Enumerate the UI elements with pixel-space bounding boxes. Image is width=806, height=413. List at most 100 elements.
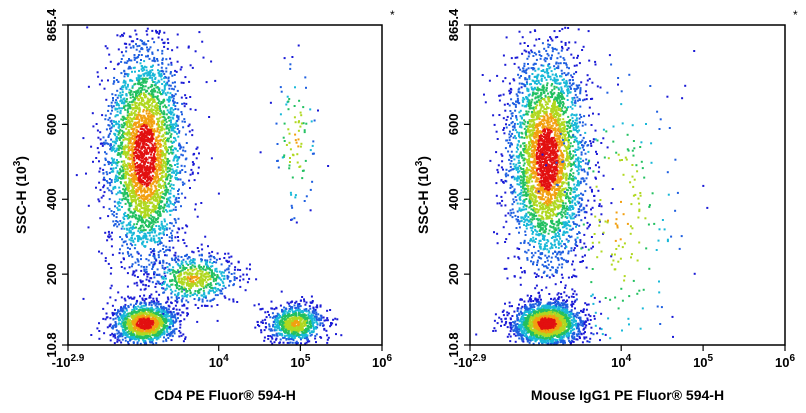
event-dot [193,265,196,268]
event-dot [165,58,168,61]
event-dot [135,48,138,51]
event-dot [107,262,110,265]
event-dot [159,179,161,182]
event-dot [123,218,126,221]
event-dot [165,121,168,124]
event-dot [152,145,155,148]
event-dot [102,206,105,209]
event-dot [221,280,224,283]
event-dot [175,327,178,330]
event-dot [150,341,153,344]
event-dot [160,186,163,189]
event-dot [138,109,141,112]
event-dot [156,268,159,271]
event-dot [143,115,146,118]
event-dot [124,151,127,154]
event-dot [157,143,160,146]
event-dot [121,100,124,103]
event-dot [127,163,130,165]
event-dot [119,319,122,322]
event-dot [192,279,195,282]
event-dot [138,202,141,205]
event-dot [160,78,163,81]
event-dot [131,178,134,181]
event-dot [185,245,188,248]
event-dot [119,176,121,179]
event-dot [198,152,200,155]
event-dot [135,132,138,135]
event-dot [158,196,161,199]
event-dot [179,271,182,274]
event-dot [134,243,137,246]
event-dot [151,163,154,165]
event-dot [176,114,179,117]
event-dot [157,139,160,142]
event-dot [133,148,136,151]
event-dot [138,134,141,137]
event-dot [169,72,172,75]
event-dot [149,331,151,334]
event-dot [158,172,161,175]
event-dot [144,93,147,96]
event-dot [177,293,180,296]
event-dot [130,180,133,183]
event-dot [130,157,133,160]
event-dot [148,201,151,204]
event-dot [165,126,168,128]
event-dot [176,159,179,162]
event-dot [117,133,120,136]
event-dot [141,142,144,145]
event-dot [165,93,168,96]
event-dot [194,203,197,206]
event-dot [104,157,107,160]
event-dot [138,106,141,109]
event-dot [137,230,140,233]
event-dot [142,125,145,128]
event-dot [157,237,160,240]
event-dot [130,204,133,207]
event-dot [117,291,120,294]
event-dot [177,117,180,119]
event-dot [153,157,156,160]
event-dot [156,196,159,199]
event-dot [172,325,175,328]
event-dot [138,108,141,111]
event-dot [130,198,133,201]
event-dot [127,156,130,159]
event-dot [130,111,133,114]
event-dot [163,183,166,186]
event-dot [150,328,152,331]
event-dot [153,313,156,316]
event-dot [109,323,112,326]
event-dot [170,268,172,271]
event-dot [110,146,113,149]
event-dot [119,100,122,103]
event-dot [144,77,147,80]
event-dot [116,89,119,92]
event-dot [171,123,174,126]
event-dot [125,309,128,312]
event-dot [151,74,154,77]
event-dot [206,299,209,302]
event-dot [146,77,149,80]
event-dot [161,89,164,92]
event-dot [146,49,149,52]
event-dot [138,210,141,213]
event-dot [161,62,164,64]
event-dot [222,271,225,274]
event-dot [148,156,151,159]
event-dot [146,74,149,77]
event-dot [134,57,137,60]
event-dot [156,173,159,176]
event-dot [166,83,168,86]
event-dot [198,31,201,34]
event-dot [140,170,143,173]
event-dot [138,172,141,175]
event-dot [125,127,128,130]
event-dot [145,198,148,200]
event-dot [132,314,135,317]
event-dot [116,225,119,228]
event-dot [107,136,110,138]
event-dot [185,282,188,285]
event-dot [179,178,182,181]
